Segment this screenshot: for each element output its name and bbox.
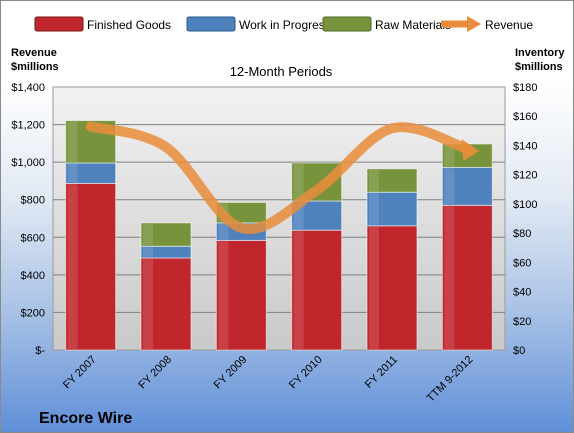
bar-highlight — [293, 201, 304, 230]
left-axis-title-line-1: Revenue — [11, 47, 57, 59]
right-tick-label: $120 — [513, 170, 537, 182]
right-tick-label: $160 — [513, 111, 537, 123]
bar-highlight — [444, 168, 455, 205]
right-tick-label: $0 — [513, 345, 525, 357]
bar-raw-materials — [140, 222, 192, 247]
right-tick-label: $80 — [513, 228, 531, 240]
bar-highlight — [67, 121, 78, 162]
left-tick-label: $400 — [21, 270, 45, 282]
bar-highlight — [67, 184, 78, 349]
bar-finished-goods — [65, 182, 117, 351]
left-tick-label: $800 — [21, 195, 45, 207]
x-tick-label: FY 2010 — [287, 354, 325, 392]
revenue-arrowhead — [461, 138, 480, 161]
left-tick-label: $1,000 — [11, 157, 45, 169]
legend-label-finished-goods: Finished Goods — [87, 18, 171, 32]
bar-highlight — [293, 163, 304, 200]
chart-title: 12-Month Periods — [230, 64, 333, 79]
right-tick-label: $100 — [513, 199, 537, 211]
bar-finished-goods — [291, 229, 343, 351]
bar-highlight — [369, 169, 379, 192]
legend-swatch-raw-materials — [322, 16, 372, 32]
right-tick-label: $20 — [513, 316, 531, 328]
right-tick-label: $60 — [513, 257, 531, 269]
revenue-line-path — [85, 121, 473, 235]
bar-highlight — [369, 226, 379, 349]
legend-label-work-in-progress: Work in Progress — [239, 18, 331, 32]
gridlines — [53, 124, 505, 313]
bar-highlight — [67, 163, 78, 183]
left-tick-label: $200 — [21, 307, 45, 319]
x-axis-ticks: FY 2007 FY 2008 FY 2009 FY 2010 FY 2011 TTM 9… — [61, 354, 475, 405]
bar-work-in-progress — [441, 166, 493, 206]
right-axis-title-line-2: $millions — [515, 61, 563, 73]
x-tick-label: TTM 9-2012 — [425, 354, 476, 405]
bar-work-in-progress — [366, 191, 418, 227]
right-tick-label: $140 — [513, 140, 537, 152]
left-axis-ticks: $- $200 $400 $600 $800 $1,000 $1,200 $1,400 — [11, 82, 45, 357]
bar-highlight — [218, 241, 229, 349]
legend-label-revenue: Revenue — [485, 18, 533, 32]
x-tick-label: FY 2009 — [212, 354, 250, 392]
x-tick-label: FY 2011 — [363, 354, 400, 391]
legend-swatch-work-in-progress — [186, 16, 236, 32]
legend-label-raw-materials: Raw Materials — [375, 18, 451, 32]
right-axis-ticks: $0 $20 $40 $60 $80 $100 $120 $140 $160 $180 — [513, 82, 537, 357]
bar-raw-materials — [366, 168, 418, 193]
left-axis-title-line-2: $millions — [11, 61, 59, 73]
legend-swatch-finished-goods — [34, 16, 84, 32]
company-label: Encore Wire — [39, 410, 132, 427]
right-tick-label: $180 — [513, 82, 537, 94]
bar-highlight — [143, 258, 153, 349]
right-tick-label: $40 — [513, 287, 531, 299]
bar-highlight — [143, 247, 153, 257]
bar-highlight — [369, 193, 379, 225]
bar-highlight — [444, 206, 455, 349]
legend: Finished Goods Work in Progress Raw Mate… — [34, 16, 533, 32]
right-axis-title-line-1: Inventory — [515, 47, 565, 59]
bars — [65, 120, 493, 351]
left-tick-label: $600 — [21, 232, 45, 244]
bar-highlight — [218, 223, 229, 240]
x-tick-label: FY 2008 — [136, 354, 174, 392]
bar-highlight — [293, 231, 304, 349]
bar-highlight — [444, 144, 455, 167]
x-tick-label: FY 2007 — [61, 354, 99, 392]
revenue-line — [85, 121, 480, 235]
legend-swatch-revenue — [441, 16, 481, 32]
left-tick-label: $- — [35, 345, 45, 357]
bar-highlight — [143, 223, 153, 246]
left-tick-label: $1,400 — [11, 82, 45, 94]
left-tick-label: $1,200 — [11, 120, 45, 132]
